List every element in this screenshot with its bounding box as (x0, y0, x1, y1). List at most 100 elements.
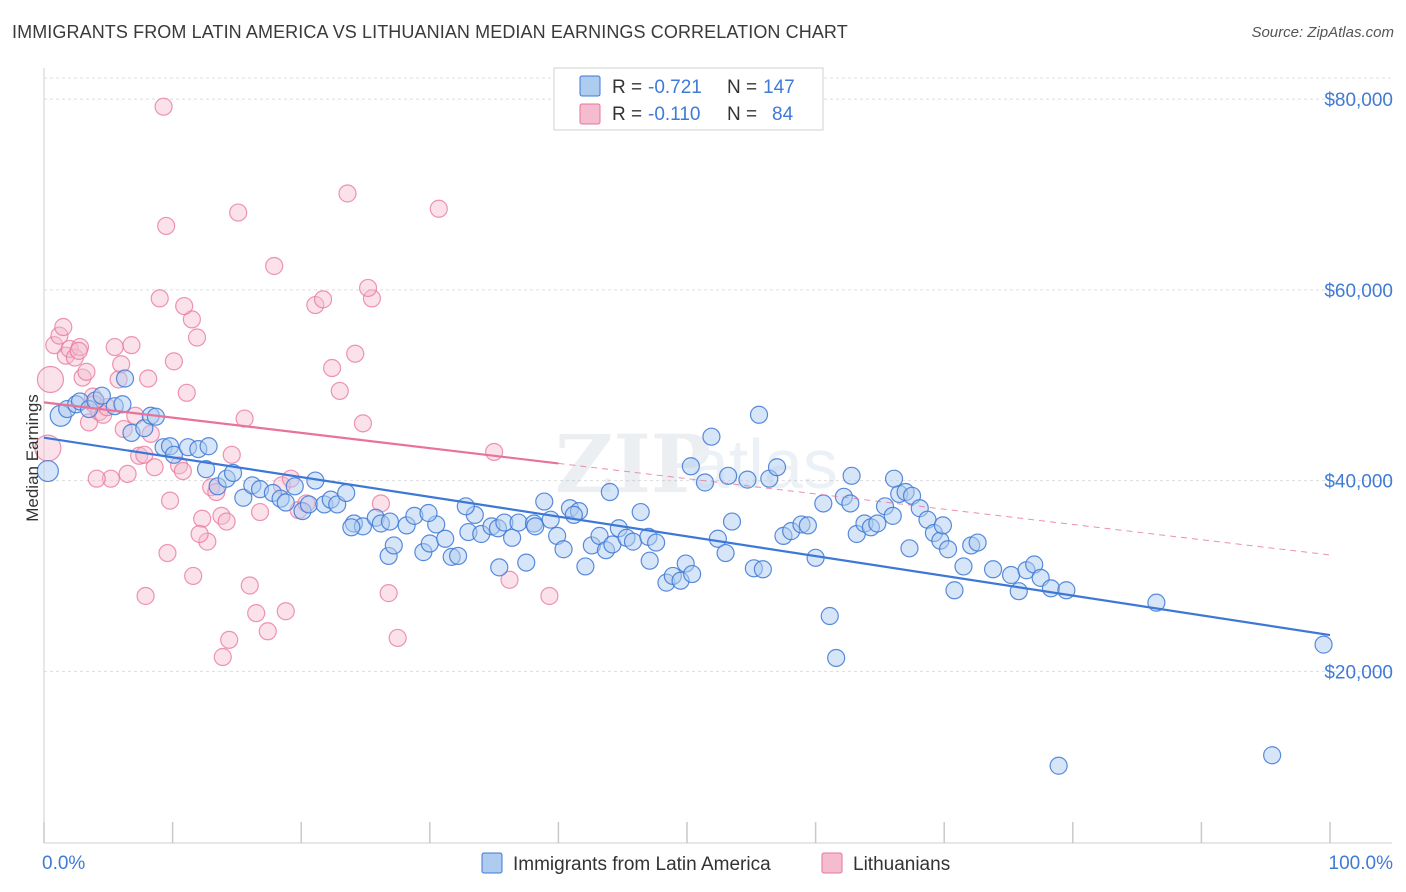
lithuanians-trend-line (43, 401, 559, 465)
lithuanians-point (150, 289, 169, 308)
legend-r-value-2: -0.110 (648, 104, 700, 125)
lithuanians-point (485, 442, 504, 462)
latin-america-point (681, 457, 700, 476)
x-tick-labels: 0.0% 100.0% (42, 853, 1393, 874)
lithuanians-point (154, 97, 173, 116)
latin-america-point (234, 488, 253, 507)
svg-text:R =: R = (612, 77, 642, 98)
lithuanians-point (276, 602, 295, 621)
lithuanians-point (346, 344, 365, 363)
lithuanians-point (54, 317, 73, 337)
lithuanians-point (139, 369, 158, 388)
correlation-legend: R = -0.721 N = 147 R = -0.110 N = 84 (553, 67, 824, 131)
lithuanians-point (338, 184, 357, 203)
source-label: Source: ZipAtlas.com (1251, 24, 1394, 41)
latin-america-trend-line (43, 436, 1331, 637)
latin-america-point (337, 483, 356, 503)
lithuanians-point (175, 296, 194, 316)
legend-swatch-blue (579, 75, 601, 97)
latin-america-point (448, 546, 468, 566)
latin-america-point (767, 458, 787, 477)
lithuanians-point (118, 464, 137, 483)
lithuanians-point (164, 352, 183, 371)
latin-america-point (868, 514, 887, 533)
lithuanians-point (265, 256, 284, 276)
latin-america-point (640, 551, 659, 570)
lithuanians-point (313, 290, 333, 309)
legend-n-label-1: N = (727, 77, 757, 98)
lithuanians-point (500, 570, 519, 589)
y-tick-label: $20,000 (1324, 662, 1393, 683)
latin-america-point (299, 495, 319, 514)
legend-swatch-pink (579, 103, 601, 125)
lithuanians-point (222, 445, 241, 464)
series-legend: Immigrants from Latin America Lithuanian… (481, 852, 950, 875)
axes (43, 68, 1392, 844)
lithuanians-point (540, 586, 559, 606)
latin-america-point (1263, 746, 1282, 765)
latin-america-point (1314, 635, 1333, 654)
latin-america-points (36, 369, 1333, 775)
latin-america-point (384, 536, 403, 555)
lithuanians-point (184, 566, 203, 586)
latin-america-point (738, 470, 757, 489)
lithuanians-point (173, 461, 192, 481)
latin-america-point (631, 502, 650, 522)
zipatlas-watermark: ZIP atlas (555, 417, 838, 511)
latin-america-point (820, 606, 839, 626)
lithuanians-point (198, 532, 217, 551)
latin-america-point (702, 427, 721, 446)
latin-america-point (456, 497, 475, 516)
lithuanians-point (158, 543, 177, 563)
y-axis-title: Median Earnings (23, 394, 42, 522)
latin-america-point (115, 369, 135, 388)
lithuanians-point (101, 469, 120, 488)
latin-america-point (968, 533, 987, 552)
latin-america-point (503, 528, 522, 547)
lithuanians-point (136, 586, 155, 606)
latin-america-point (983, 560, 1003, 579)
x-tick-label-start: 0.0% (42, 853, 85, 874)
latin-america-point (576, 557, 595, 576)
latin-america-point (716, 543, 735, 563)
lithuanians-point (388, 628, 407, 648)
lithuanians-point (45, 336, 64, 355)
lithuanians-point (250, 502, 270, 522)
lithuanians-point (36, 365, 65, 394)
latin-america-point (938, 540, 958, 559)
lithuanians-point (322, 358, 342, 378)
lithuanians-point (69, 341, 88, 360)
x-tick-label-end: 100.0% (1329, 853, 1394, 874)
latin-america-point (683, 564, 702, 584)
legend-n-value-1: 147 (763, 77, 795, 98)
lithuanians-point (177, 383, 196, 402)
latin-america-point (623, 532, 643, 551)
lithuanians-point (160, 491, 180, 510)
bottom-legend-swatch-pink (821, 852, 843, 874)
lithuanians-points (34, 97, 559, 667)
lithuanians-point (190, 524, 209, 544)
lithuanians-point (217, 512, 236, 531)
lithuanians-point (358, 278, 378, 298)
latin-america-point (342, 518, 361, 537)
latin-america-point (276, 493, 295, 512)
lithuanians-point (157, 216, 176, 236)
latin-america-point (199, 437, 218, 456)
bottom-legend-label-pink: Lithuanians (853, 854, 950, 875)
latin-america-point (842, 466, 861, 485)
lithuanians-point (187, 328, 207, 347)
lithuanians-point (247, 604, 266, 623)
latin-america-point (285, 477, 304, 496)
latin-america-point (600, 482, 619, 502)
bottom-legend-label-blue: Immigrants from Latin America (513, 854, 771, 875)
lithuanians-point (353, 414, 373, 433)
latin-america-point (814, 494, 833, 513)
lithuanians-point (145, 458, 164, 477)
lithuanians-point (240, 576, 259, 595)
lithuanians-point (429, 199, 448, 218)
latin-america-point (36, 459, 59, 483)
legend-r-value-1: -0.721 (648, 77, 702, 98)
lithuanians-point (229, 203, 248, 222)
latin-america-point (749, 405, 769, 424)
